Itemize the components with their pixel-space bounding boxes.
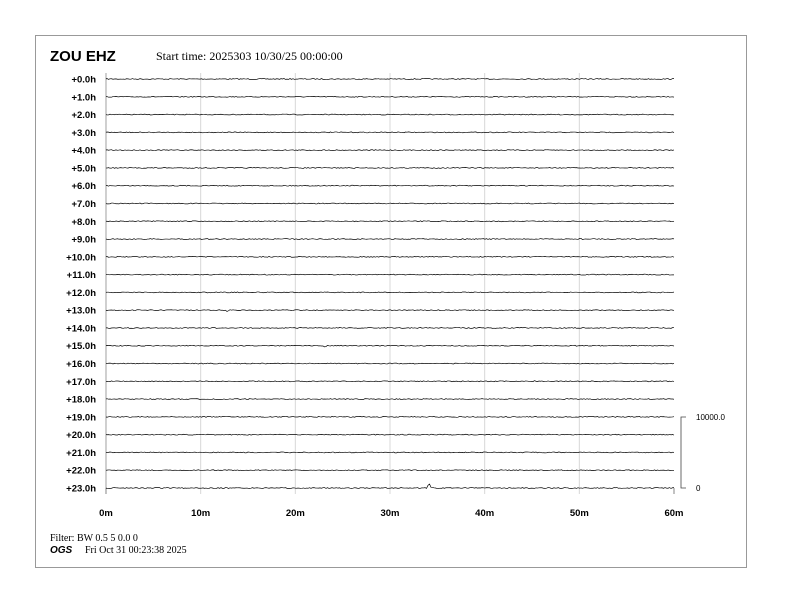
trace-row (105, 237, 675, 241)
x-axis: 0m 10m 20m 30m 40m 50m 60m (99, 508, 683, 519)
row-label: +11.0h (67, 270, 97, 281)
trace-row (105, 273, 675, 276)
trace-row (105, 220, 675, 223)
x-tick-label: 30m (380, 508, 399, 519)
station-title: ZOU EHZ (50, 48, 116, 65)
frame (35, 35, 747, 568)
trace-row (105, 167, 675, 169)
row-label: +9.0h (71, 235, 96, 246)
row-label: +5.0h (71, 163, 96, 174)
trace-row (105, 344, 675, 348)
scale-bar-line (680, 416, 686, 489)
x-tick-label: 10m (191, 508, 210, 519)
row-label: +3.0h (71, 128, 96, 139)
row-label: +13.0h (66, 306, 96, 317)
trace-row (105, 362, 675, 365)
trace-row (105, 113, 675, 116)
trace-row (105, 255, 675, 258)
row-label: +7.0h (71, 199, 96, 210)
trace-row (105, 202, 675, 205)
trace-row (105, 398, 675, 400)
row-label: +12.0h (66, 288, 96, 299)
trace-row (105, 78, 675, 80)
row-label: +17.0h (66, 377, 96, 388)
row-label: +1.0h (71, 92, 96, 103)
x-tick-label: 50m (570, 508, 589, 519)
scale-top-label: 10000.0 (696, 413, 725, 422)
trace-row (105, 469, 675, 472)
row-label: +21.0h (66, 448, 96, 459)
trace-row (105, 309, 675, 312)
trace-row (105, 433, 675, 436)
scale-bottom-label: 0 (696, 484, 701, 493)
trace-row (105, 416, 675, 418)
agency-label: OGS (50, 545, 73, 556)
row-label: +14.0h (66, 323, 96, 334)
trace-row (105, 451, 675, 454)
trace-row (105, 184, 675, 187)
trace-row (105, 483, 675, 489)
row-label: +10.0h (66, 252, 96, 263)
x-tick-label: 40m (475, 508, 494, 519)
x-tick-label: 20m (286, 508, 305, 519)
scale-bar: 10000.0 0 (680, 413, 725, 493)
x-tick-label: 60m (664, 508, 683, 519)
row-label: +0.0h (71, 75, 96, 86)
trace-row (105, 149, 675, 151)
traces (105, 78, 675, 489)
row-label: +2.0h (71, 110, 96, 121)
row-label: +8.0h (71, 217, 96, 228)
row-label: +19.0h (66, 412, 96, 423)
grid (105, 73, 675, 494)
trace-row (105, 327, 675, 329)
row-label: +23.0h (66, 484, 96, 495)
trace-row (105, 291, 675, 294)
generated-time: Fri Oct 31 00:23:38 2025 (85, 545, 187, 556)
row-label: +15.0h (66, 341, 96, 352)
start-time: Start time: 2025303 10/30/25 00:00:00 (156, 49, 343, 63)
row-labels: +0.0h +1.0h +2.0h +3.0h +4.0h +5.0h +6.0h +7.0h… (66, 75, 96, 495)
row-label: +16.0h (66, 359, 96, 370)
trace-row (105, 95, 675, 98)
row-label: +22.0h (66, 466, 96, 477)
filter-label: Filter: BW 0.5 5 0.0 0 (50, 533, 138, 544)
row-label: +18.0h (66, 395, 96, 406)
row-label: +4.0h (71, 146, 96, 157)
row-label: +6.0h (71, 181, 96, 192)
row-label: +20.0h (66, 430, 96, 441)
x-tick-label: 0m (99, 508, 113, 519)
trace-row (105, 380, 675, 383)
trace-row (105, 131, 675, 134)
